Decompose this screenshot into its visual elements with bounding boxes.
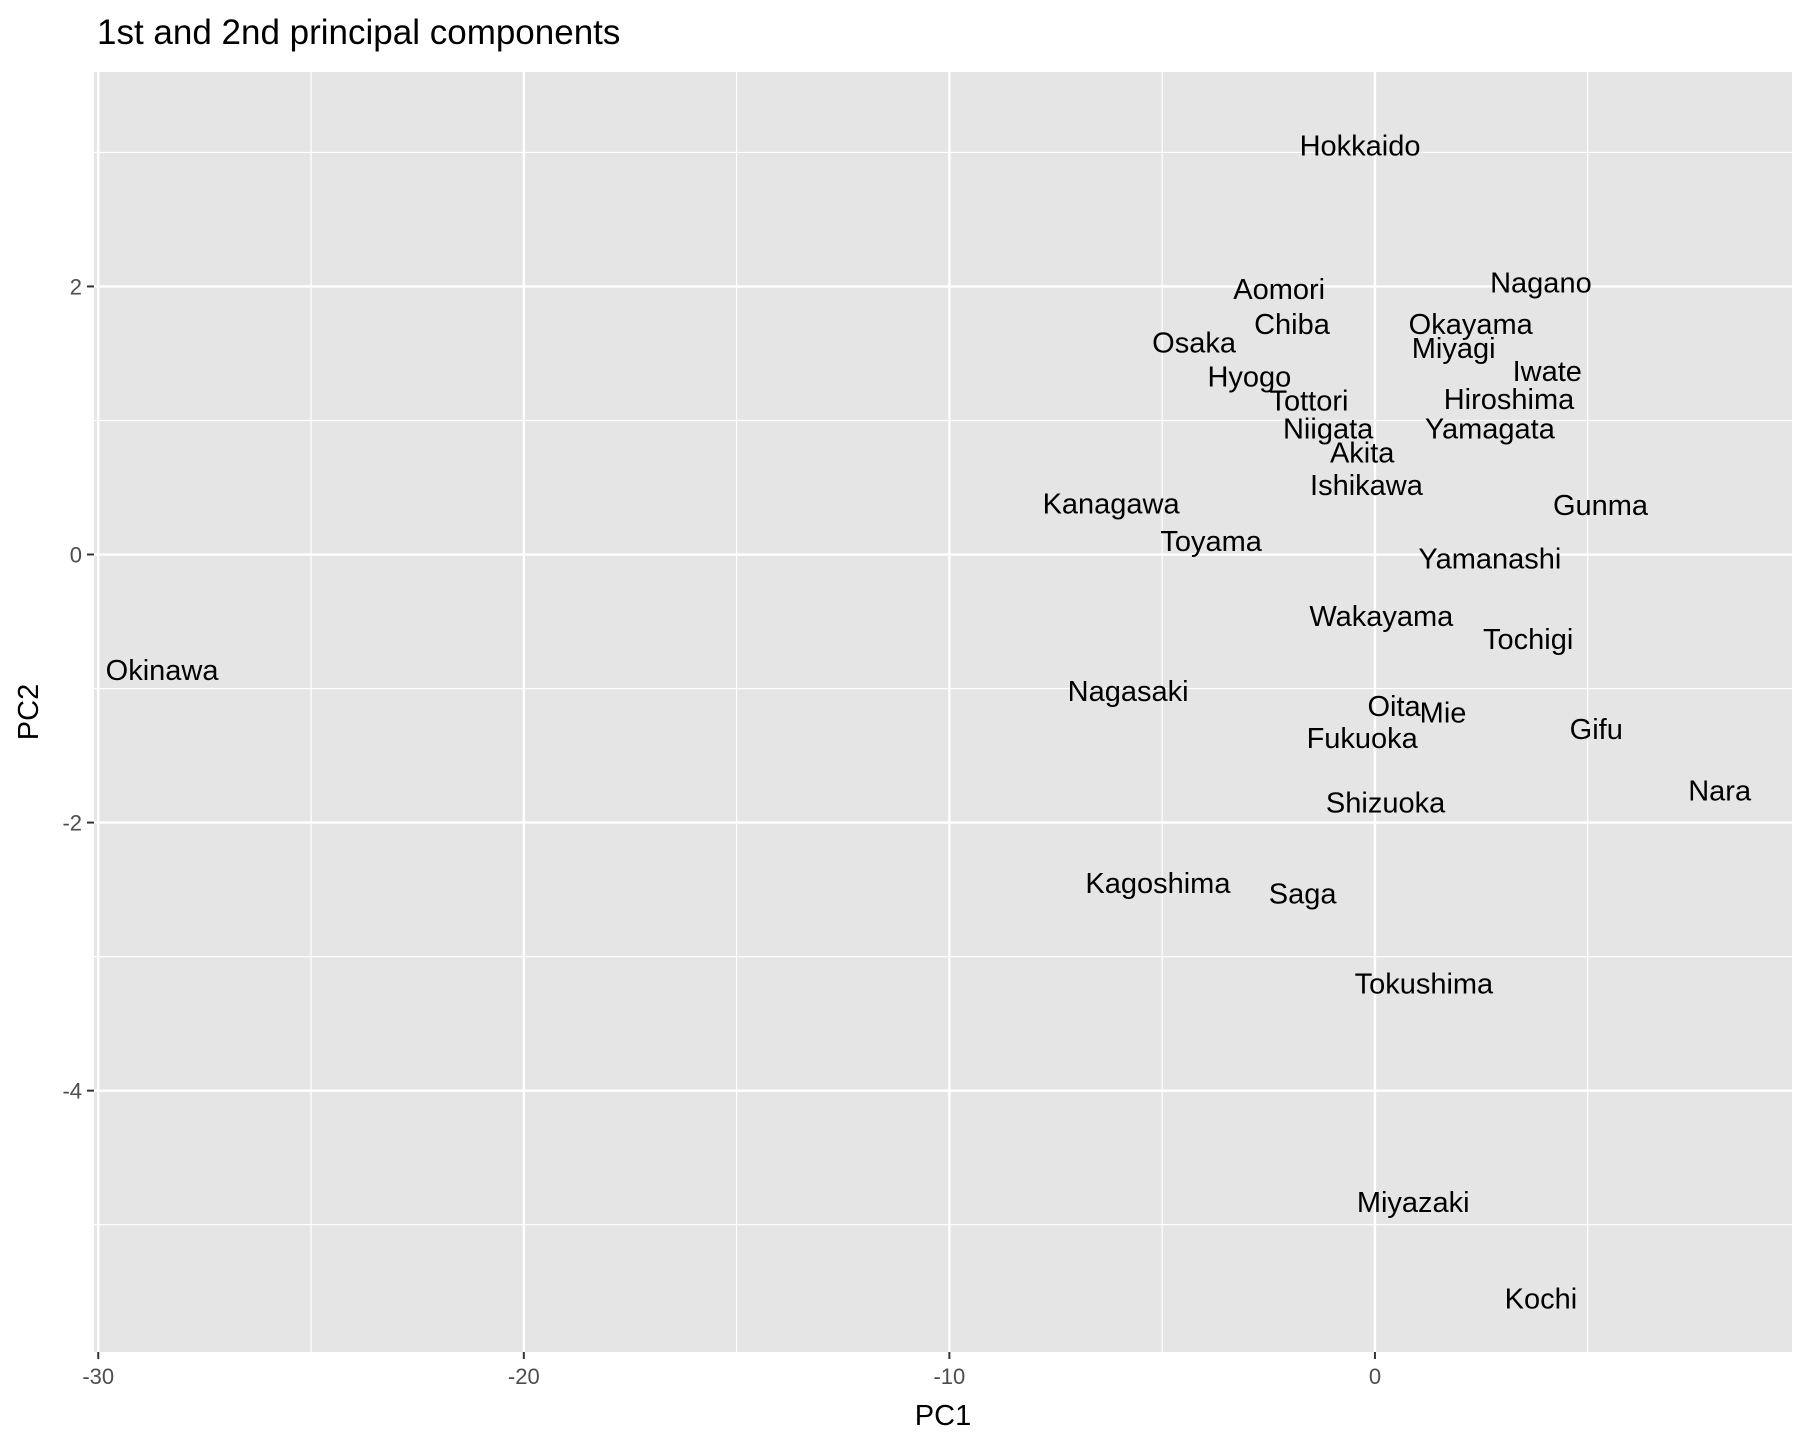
point-label-nara: Nara xyxy=(1688,775,1752,807)
point-label-shizuoka: Shizuoka xyxy=(1326,787,1446,819)
x-tick-label: -10 xyxy=(933,1364,965,1389)
point-label-mie: Mie xyxy=(1420,698,1467,730)
point-label-hyogo: Hyogo xyxy=(1207,361,1291,393)
chart-title: 1st and 2nd principal components xyxy=(97,13,620,52)
y-tick-label: 0 xyxy=(70,543,82,568)
point-label-hokkaido: Hokkaido xyxy=(1300,131,1421,163)
point-label-fukuoka: Fukuoka xyxy=(1307,723,1419,755)
point-label-kanagawa: Kanagawa xyxy=(1043,489,1181,521)
x-axis-title: PC1 xyxy=(915,1400,971,1432)
point-label-okayama: Okayama xyxy=(1409,309,1534,341)
point-label-gifu: Gifu xyxy=(1570,714,1623,746)
point-label-kochi: Kochi xyxy=(1505,1283,1578,1315)
point-label-yamagata: Yamagata xyxy=(1425,414,1556,446)
point-label-okinawa: Okinawa xyxy=(106,655,220,687)
point-label-miyazaki: Miyazaki xyxy=(1357,1187,1470,1219)
axis-ticks xyxy=(87,285,1376,1359)
point-label-yamanashi: Yamanashi xyxy=(1418,544,1561,576)
point-label-gunma: Gunma xyxy=(1553,490,1649,522)
point-label-ishikawa: Ishikawa xyxy=(1310,470,1424,502)
point-label-miyagi: Miyagi xyxy=(1412,333,1496,365)
point-label-nagano: Nagano xyxy=(1490,267,1592,299)
point-label-aomori: Aomori xyxy=(1233,274,1325,306)
point-label-tokushima: Tokushima xyxy=(1355,968,1494,1000)
point-label-tochigi: Tochigi xyxy=(1483,624,1573,656)
point-label-chiba: Chiba xyxy=(1254,309,1331,341)
y-tick-label: 2 xyxy=(70,274,82,299)
y-axis-tick-labels: -4 -2 0 2 xyxy=(62,274,82,1103)
point-label-saga: Saga xyxy=(1269,879,1338,911)
point-label-iwate: Iwate xyxy=(1513,356,1582,388)
point-label-oita: Oita xyxy=(1368,691,1422,723)
y-tick-label: -2 xyxy=(62,811,82,836)
point-label-tottori: Tottori xyxy=(1269,385,1348,417)
point-label-niigata: Niigata xyxy=(1283,414,1374,446)
plot-panel xyxy=(94,72,1792,1352)
point-label-toyama: Toyama xyxy=(1160,526,1262,558)
x-tick-label: 0 xyxy=(1369,1364,1381,1389)
point-label-osaka: Osaka xyxy=(1152,328,1237,360)
x-tick-label: -20 xyxy=(508,1364,540,1389)
point-label-kagoshima: Kagoshima xyxy=(1085,868,1231,900)
x-axis-tick-labels: -30 -20 -10 0 xyxy=(82,1364,1381,1389)
major-gridlines xyxy=(94,72,1792,1352)
point-label-hiroshima: Hiroshima xyxy=(1444,384,1575,416)
point-labels: Hokkaido Aomori Nagano Chiba Okayama Osaka Miy… xyxy=(106,131,1752,1316)
point-label-nagasaki: Nagasaki xyxy=(1068,676,1189,708)
x-tick-label: -30 xyxy=(82,1364,114,1389)
point-label-akita: Akita xyxy=(1330,438,1395,470)
y-axis-title: PC2 xyxy=(13,684,45,740)
y-tick-label: -4 xyxy=(62,1079,82,1104)
point-label-wakayama: Wakayama xyxy=(1309,601,1454,633)
